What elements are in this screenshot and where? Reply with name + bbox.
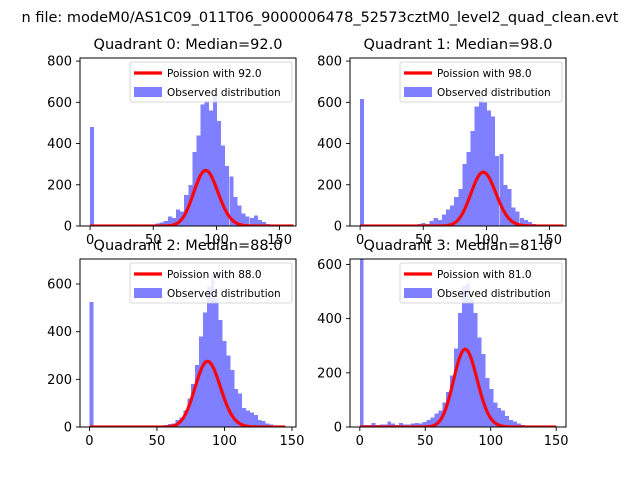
histogram-bar <box>209 111 213 226</box>
histogram-bar <box>205 100 209 226</box>
x-tick-label: 50 <box>417 434 434 449</box>
quadrant-3-legend: Poission with 81.0 Observed distribution <box>400 263 562 303</box>
histogram-bar <box>458 313 462 427</box>
y-tick-label: 200 <box>47 178 72 193</box>
y-tick-label: 400 <box>317 312 342 327</box>
legend-observed-label: Observed distribution <box>167 288 281 300</box>
y-tick-label: 200 <box>47 373 72 388</box>
y-tick-label: 0 <box>64 421 72 436</box>
legend-observed-swatch <box>404 288 432 298</box>
y-tick-label: 200 <box>317 366 342 381</box>
histogram-bar <box>215 298 219 427</box>
quadrant-0-title: Quadrant 0: Median=92.0 <box>94 37 283 53</box>
histogram-bar <box>499 154 503 226</box>
histogram-bar <box>89 302 93 427</box>
histogram-bar <box>483 102 487 226</box>
y-tick-label: 200 <box>317 178 342 193</box>
histogram-bar <box>475 106 479 226</box>
histogram-bar <box>503 185 507 226</box>
histogram-bar <box>207 286 211 427</box>
y-tick-label: 800 <box>317 55 342 70</box>
legend-observed-swatch <box>404 87 432 97</box>
figure-suptitle: n file: modeM0/AS1C09_011T06_9000006478_… <box>22 10 619 26</box>
quadrant-3-chart: 0 50 100 150 0 200 400 600 Quadrant 3: Median=81… <box>317 238 568 449</box>
y-tick-label: 800 <box>47 55 72 70</box>
quadrant-2-title: Quadrant 2: Median=88.0 <box>94 238 283 254</box>
histogram-bar <box>203 313 207 427</box>
histogram-bar <box>479 94 483 226</box>
y-tick-label: 600 <box>47 96 72 111</box>
legend-observed-label: Observed distribution <box>437 87 551 99</box>
y-tick-label: 400 <box>47 137 72 152</box>
y-tick-label: 0 <box>64 220 72 235</box>
histogram-bar <box>221 146 225 226</box>
y-tick-label: 0 <box>334 220 342 235</box>
histogram-bar <box>250 413 254 427</box>
quadrant-2-legend: Poission with 88.0 Observed distribution <box>130 263 292 303</box>
legend-observed-label: Observed distribution <box>437 288 551 300</box>
quadrant-0-legend: Poission with 92.0 Observed distribution <box>130 62 292 102</box>
legend-observed-swatch <box>134 288 162 298</box>
x-tick-label: 50 <box>149 434 166 449</box>
x-tick-label: 150 <box>544 434 569 449</box>
legend-poisson-label: Poission with 92.0 <box>167 68 262 80</box>
quadrant-1-legend: Poission with 98.0 Observed distribution <box>400 62 562 102</box>
x-tick-label: 100 <box>212 434 237 449</box>
y-tick-label: 600 <box>47 278 72 293</box>
histogram-bar <box>462 164 466 226</box>
histogram-bar <box>223 341 227 427</box>
x-tick-label: 0 <box>85 434 93 449</box>
histogram-bar <box>466 152 470 226</box>
x-tick-label: 100 <box>478 434 503 449</box>
histogram-bar <box>487 111 491 226</box>
legend-poisson-label: Poission with 81.0 <box>437 269 532 281</box>
histogram-bar <box>485 378 489 427</box>
histogram-bar <box>491 117 495 226</box>
legend-observed-swatch <box>134 87 162 97</box>
histogram-bar <box>360 259 364 427</box>
x-tick-label: 150 <box>280 434 305 449</box>
histogram-bar <box>471 131 475 226</box>
histogram-bar <box>90 127 94 226</box>
x-tick-label: 0 <box>356 434 364 449</box>
y-tick-label: 600 <box>317 258 342 273</box>
quadrant-3-title: Quadrant 3: Median=81.0 <box>364 238 553 254</box>
histogram-bar <box>201 104 205 226</box>
legend-poisson-label: Poission with 98.0 <box>437 68 532 80</box>
y-tick-label: 400 <box>47 325 72 340</box>
quadrant-1-title: Quadrant 1: Median=98.0 <box>364 37 553 53</box>
y-tick-label: 600 <box>317 96 342 111</box>
histogram-bar <box>213 94 217 226</box>
legend-observed-label: Observed distribution <box>167 87 281 99</box>
legend-poisson-label: Poission with 88.0 <box>167 269 262 281</box>
quadrant-0-plot-area <box>90 94 293 226</box>
histogram-bar <box>226 356 230 427</box>
quadrant-1-plot-area <box>360 94 563 226</box>
histogram-bar <box>462 286 466 427</box>
y-tick-label: 0 <box>334 421 342 436</box>
histogram-bar <box>219 320 223 427</box>
histogram-bar <box>254 415 258 427</box>
quadrant-2-chart: 0 50 100 150 0 200 400 600 Quadrant 2: Median=88… <box>47 238 304 449</box>
histogram-bar <box>482 354 486 427</box>
y-tick-label: 400 <box>317 137 342 152</box>
histogram-bar <box>199 336 203 427</box>
histogram-bar <box>217 121 221 226</box>
histogram-bar <box>360 99 364 226</box>
